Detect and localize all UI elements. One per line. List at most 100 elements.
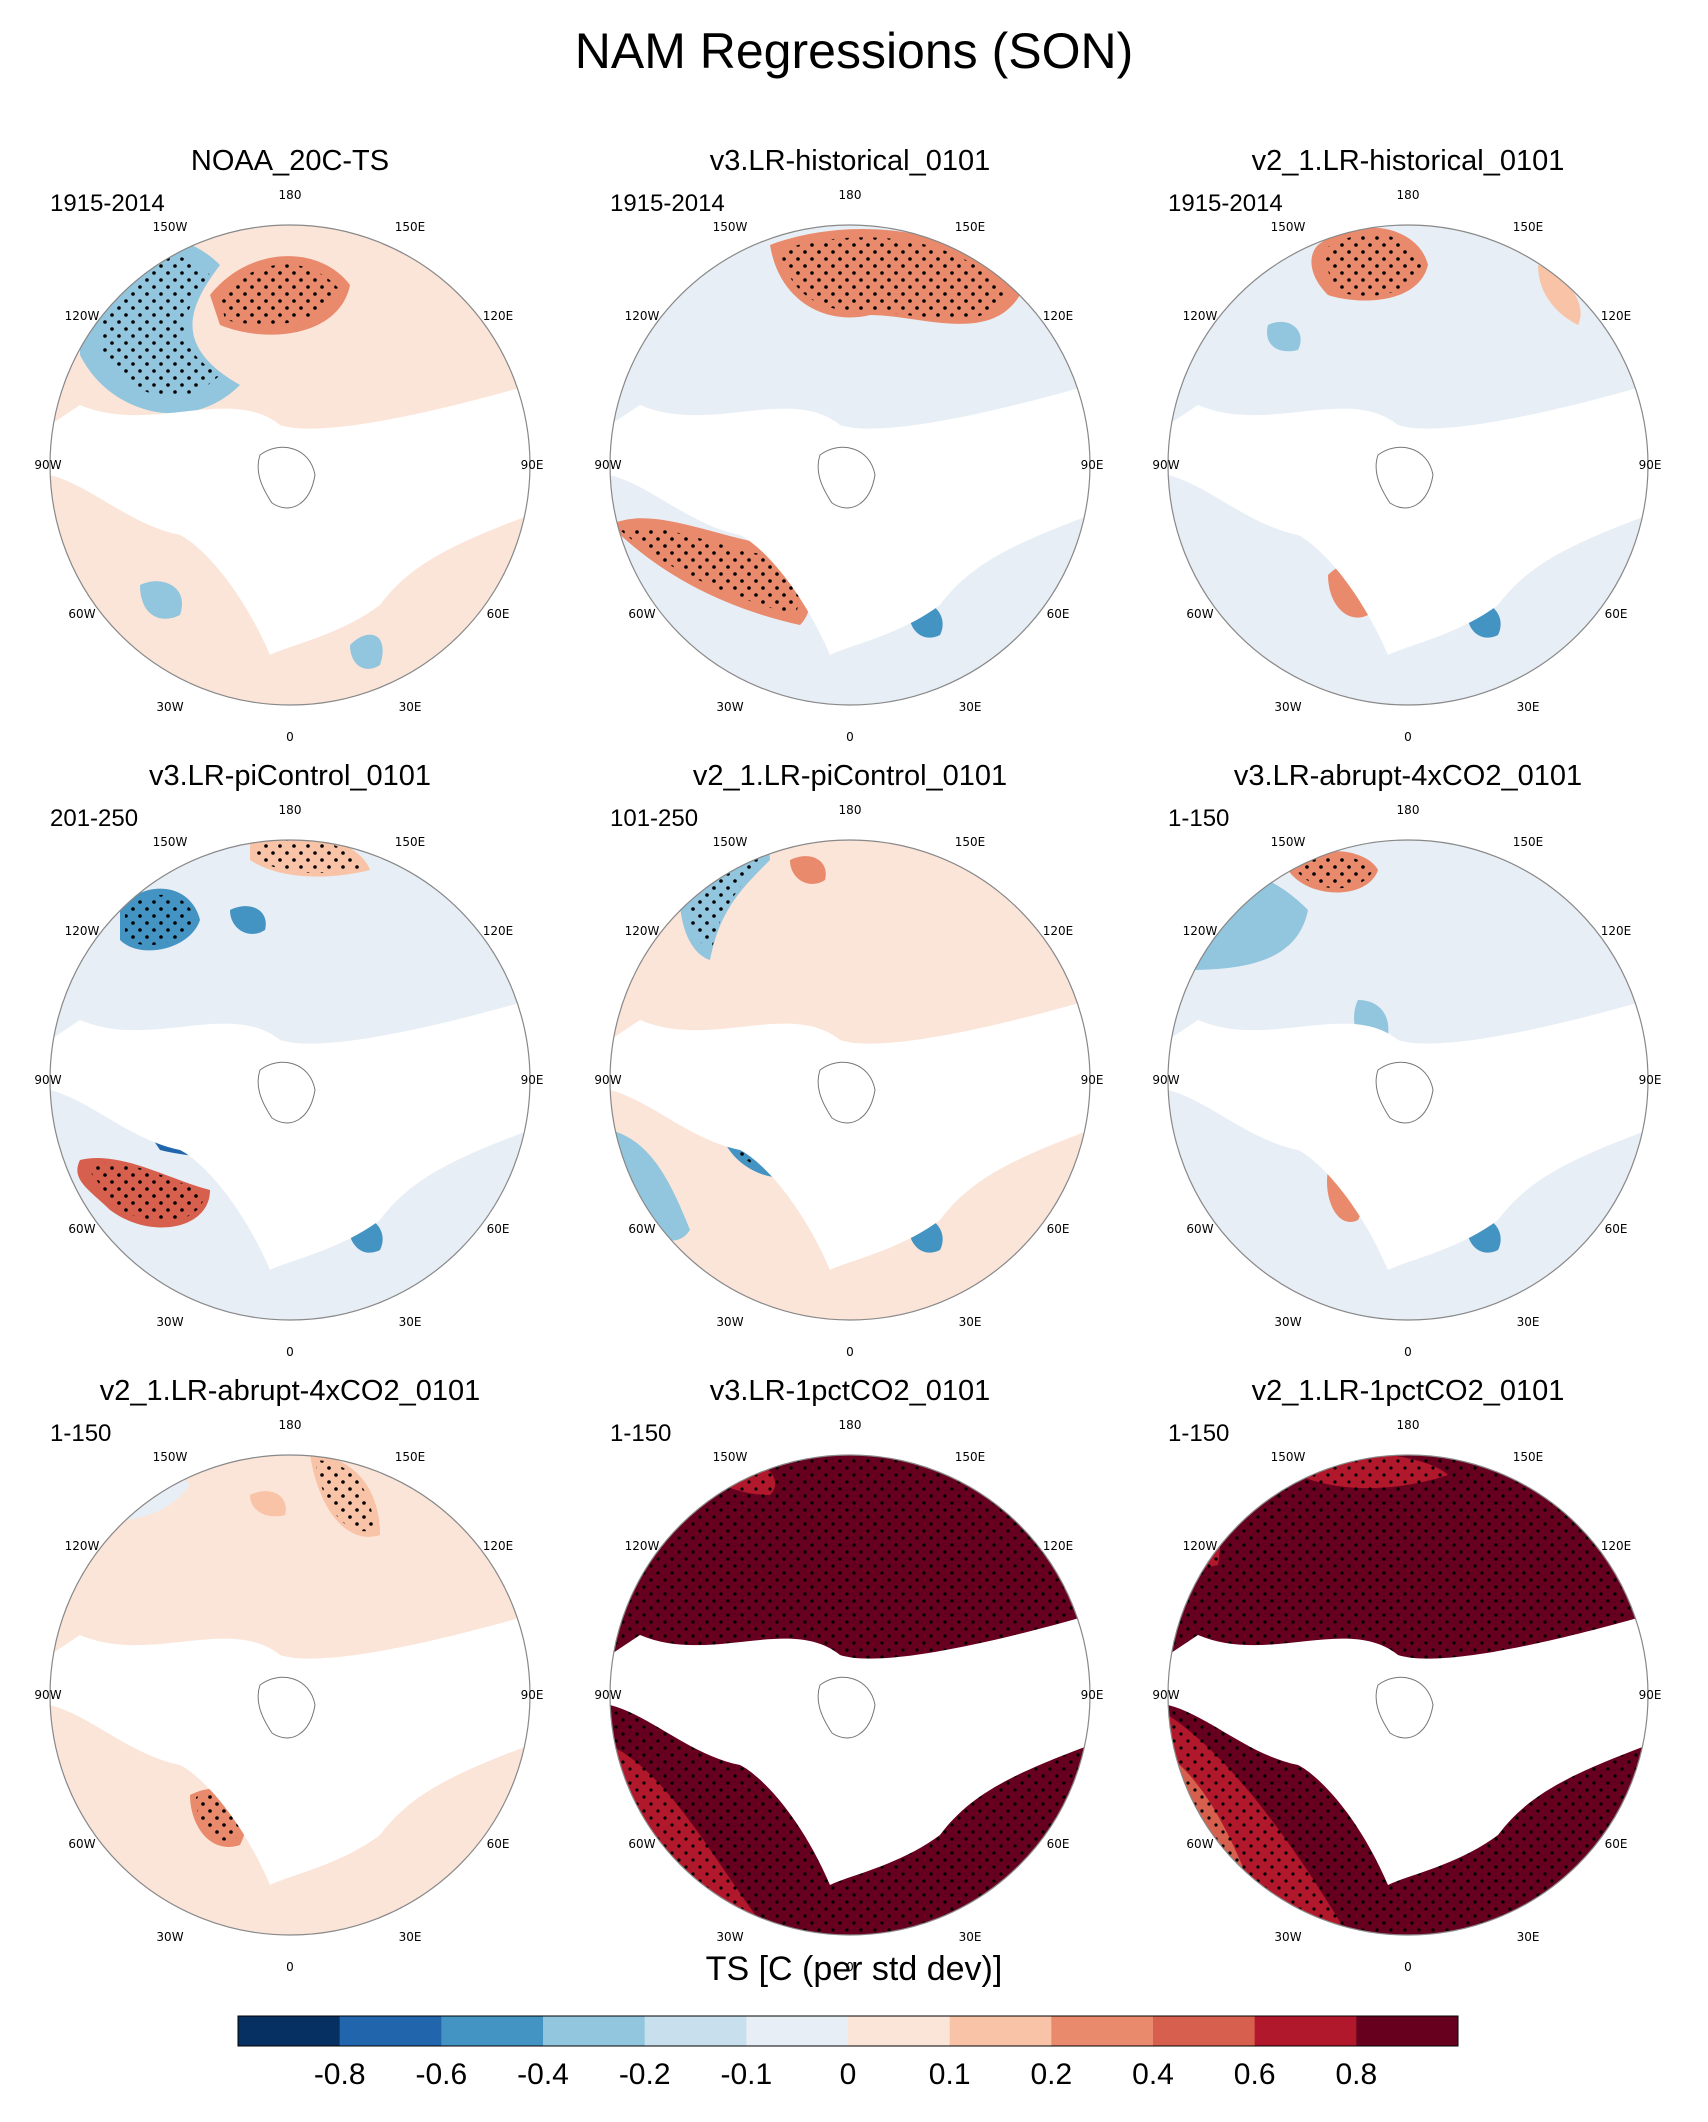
colorbar-outline: [237, 2015, 1459, 2047]
land-mask: [1168, 1615, 1648, 1885]
lon-label: 30E: [959, 1315, 982, 1329]
lon-label: 60E: [1047, 607, 1070, 621]
lon-label: 0: [1404, 730, 1412, 744]
colorbar-tick-label: -0.1: [720, 2058, 772, 2091]
map-boundary: [609, 1454, 1091, 1936]
lon-label: 90W: [1152, 1688, 1179, 1702]
lon-label: 90E: [1639, 1688, 1662, 1702]
panel-period: 1915-2014: [50, 190, 165, 217]
lon-label: 90E: [521, 458, 544, 472]
lon-label: 120W: [65, 1539, 100, 1553]
colorbar-swatch: [1153, 2016, 1256, 2046]
map-panel-v3-historical: v3.LR-historical_0101 1915-2014 180 150E…: [570, 145, 1130, 745]
panel-period: 1-150: [610, 1420, 672, 1447]
lon-label: 180: [1397, 1418, 1420, 1432]
lon-label: 60W: [1186, 607, 1213, 621]
lon-label: 150W: [713, 835, 748, 849]
colorbar-tick-labels: -0.8 -0.6 -0.4 -0.2 -0.1 0 0.1 0.2 0.4 0.6 0.8: [314, 2058, 1377, 2091]
lon-label: 180: [279, 803, 302, 817]
panel-title: v2_1.LR-1pctCO2_0101: [1251, 1375, 1565, 1407]
map-panel-v21-historical: v2_1.LR-historical_0101 1915-2014 180 15…: [1128, 145, 1688, 745]
significance-stipple: [780, 237, 1010, 320]
lon-label: 150E: [395, 1450, 426, 1464]
lon-label: 30W: [1274, 1315, 1301, 1329]
lon-label: 30W: [716, 1930, 743, 1944]
negative-anomaly: [230, 906, 266, 934]
colorbar-tick-label: -0.2: [619, 2058, 671, 2091]
lon-label: 150W: [713, 1450, 748, 1464]
lon-label: 90W: [594, 1073, 621, 1087]
lon-label: 180: [279, 1418, 302, 1432]
lon-label: 180: [839, 803, 862, 817]
lon-label: 60W: [1186, 1222, 1213, 1236]
lon-label: 60E: [1047, 1837, 1070, 1851]
greenland: [257, 446, 316, 509]
greenland: [1375, 1676, 1434, 1739]
colorbar-swatch: [949, 2016, 1052, 2046]
greenland: [257, 1676, 316, 1739]
land-mask: [1168, 385, 1648, 655]
lon-label: 120E: [1601, 1539, 1632, 1553]
lon-label: 0: [1404, 1345, 1412, 1359]
lon-label: 60W: [628, 1222, 655, 1236]
figure-title: NAM Regressions (SON): [574, 23, 1134, 79]
lon-label: 150W: [153, 835, 188, 849]
lon-label: 120W: [1183, 309, 1218, 323]
lon-label: 0: [846, 1960, 854, 1974]
lon-label: 60W: [68, 1222, 95, 1236]
polar-map: 180 150E 120E 90E 60E 30E 0 30W 60W 90W …: [1152, 1418, 1662, 1974]
significance-stipple: [85, 1162, 205, 1222]
lon-label: 180: [1397, 188, 1420, 202]
lon-label: 90W: [34, 1073, 61, 1087]
colorbar-swatch: [644, 2016, 747, 2046]
lon-label: 120W: [625, 309, 660, 323]
panel-period: 1915-2014: [610, 190, 725, 217]
colorbar-title: TS [C (per std dev)]: [705, 1950, 1003, 1988]
lon-label: 90E: [1081, 1688, 1104, 1702]
colorbar-tick-label: 0.8: [1335, 2058, 1377, 2091]
lon-label: 60E: [1605, 1222, 1628, 1236]
lon-label: 90E: [1081, 1073, 1104, 1087]
lon-label: 30E: [399, 1315, 422, 1329]
lon-label: 0: [846, 730, 854, 744]
map-boundary: [49, 839, 531, 1321]
colorbar-swatch: [238, 2016, 341, 2046]
panel-period: 1-150: [1168, 805, 1230, 832]
panel-title: v3.LR-abrupt-4xCO2_0101: [1233, 760, 1583, 792]
panel-title: v2_1.LR-piControl_0101: [692, 760, 1008, 792]
lon-label: 120W: [65, 309, 100, 323]
polar-map: 180 150E 120E 90E 60E 30E 0 30W 60W 90W …: [1152, 188, 1661, 744]
lon-label: 180: [279, 188, 302, 202]
lon-label: 120E: [1601, 924, 1632, 938]
land-mask: [610, 1615, 1090, 1885]
panel-title: v2_1.LR-historical_0101: [1251, 145, 1565, 177]
colorbar-swatch: [848, 2016, 951, 2046]
significance-stipple: [620, 527, 799, 615]
land-mask: [610, 385, 1090, 655]
lon-label: 90W: [1152, 1073, 1179, 1087]
panel-title: v2_1.LR-abrupt-4xCO2_0101: [99, 1375, 481, 1407]
lon-label: 120E: [1043, 309, 1074, 323]
map-panel-v21-picontrol: v2_1.LR-piControl_0101 101-250 180 150E …: [570, 760, 1130, 1360]
lon-label: 150W: [153, 220, 188, 234]
colorbar-swatch: [441, 2016, 544, 2046]
lon-label: 150E: [1513, 835, 1544, 849]
lon-label: 0: [286, 1960, 294, 1974]
significance-stipple: [315, 1460, 374, 1532]
colorbar-swatch: [1254, 2016, 1357, 2046]
lon-label: 120E: [1043, 1539, 1074, 1553]
lon-label: 150W: [1271, 835, 1306, 849]
lon-label: 120W: [1183, 1539, 1218, 1553]
significance-stipple: [1296, 855, 1372, 889]
lon-label: 120W: [625, 1539, 660, 1553]
lon-label: 120E: [483, 924, 514, 938]
colorbar-swatch: [746, 2016, 849, 2046]
colorbar-tick-label: -0.8: [314, 2058, 366, 2091]
colorbar-swatch: [1051, 2016, 1154, 2046]
lon-label: 60W: [68, 1837, 95, 1851]
panel-period: 1915-2014: [1168, 190, 1283, 217]
map-panel-v3-abrupt4x: v3.LR-abrupt-4xCO2_0101 1-150 180 150E 1…: [1128, 760, 1688, 1360]
polar-map: 180 150E 120E 90E 60E 30E 0 30W 60W 90W …: [34, 1418, 543, 1974]
lon-label: 120W: [1183, 924, 1218, 938]
positive-anomaly: [790, 856, 826, 884]
